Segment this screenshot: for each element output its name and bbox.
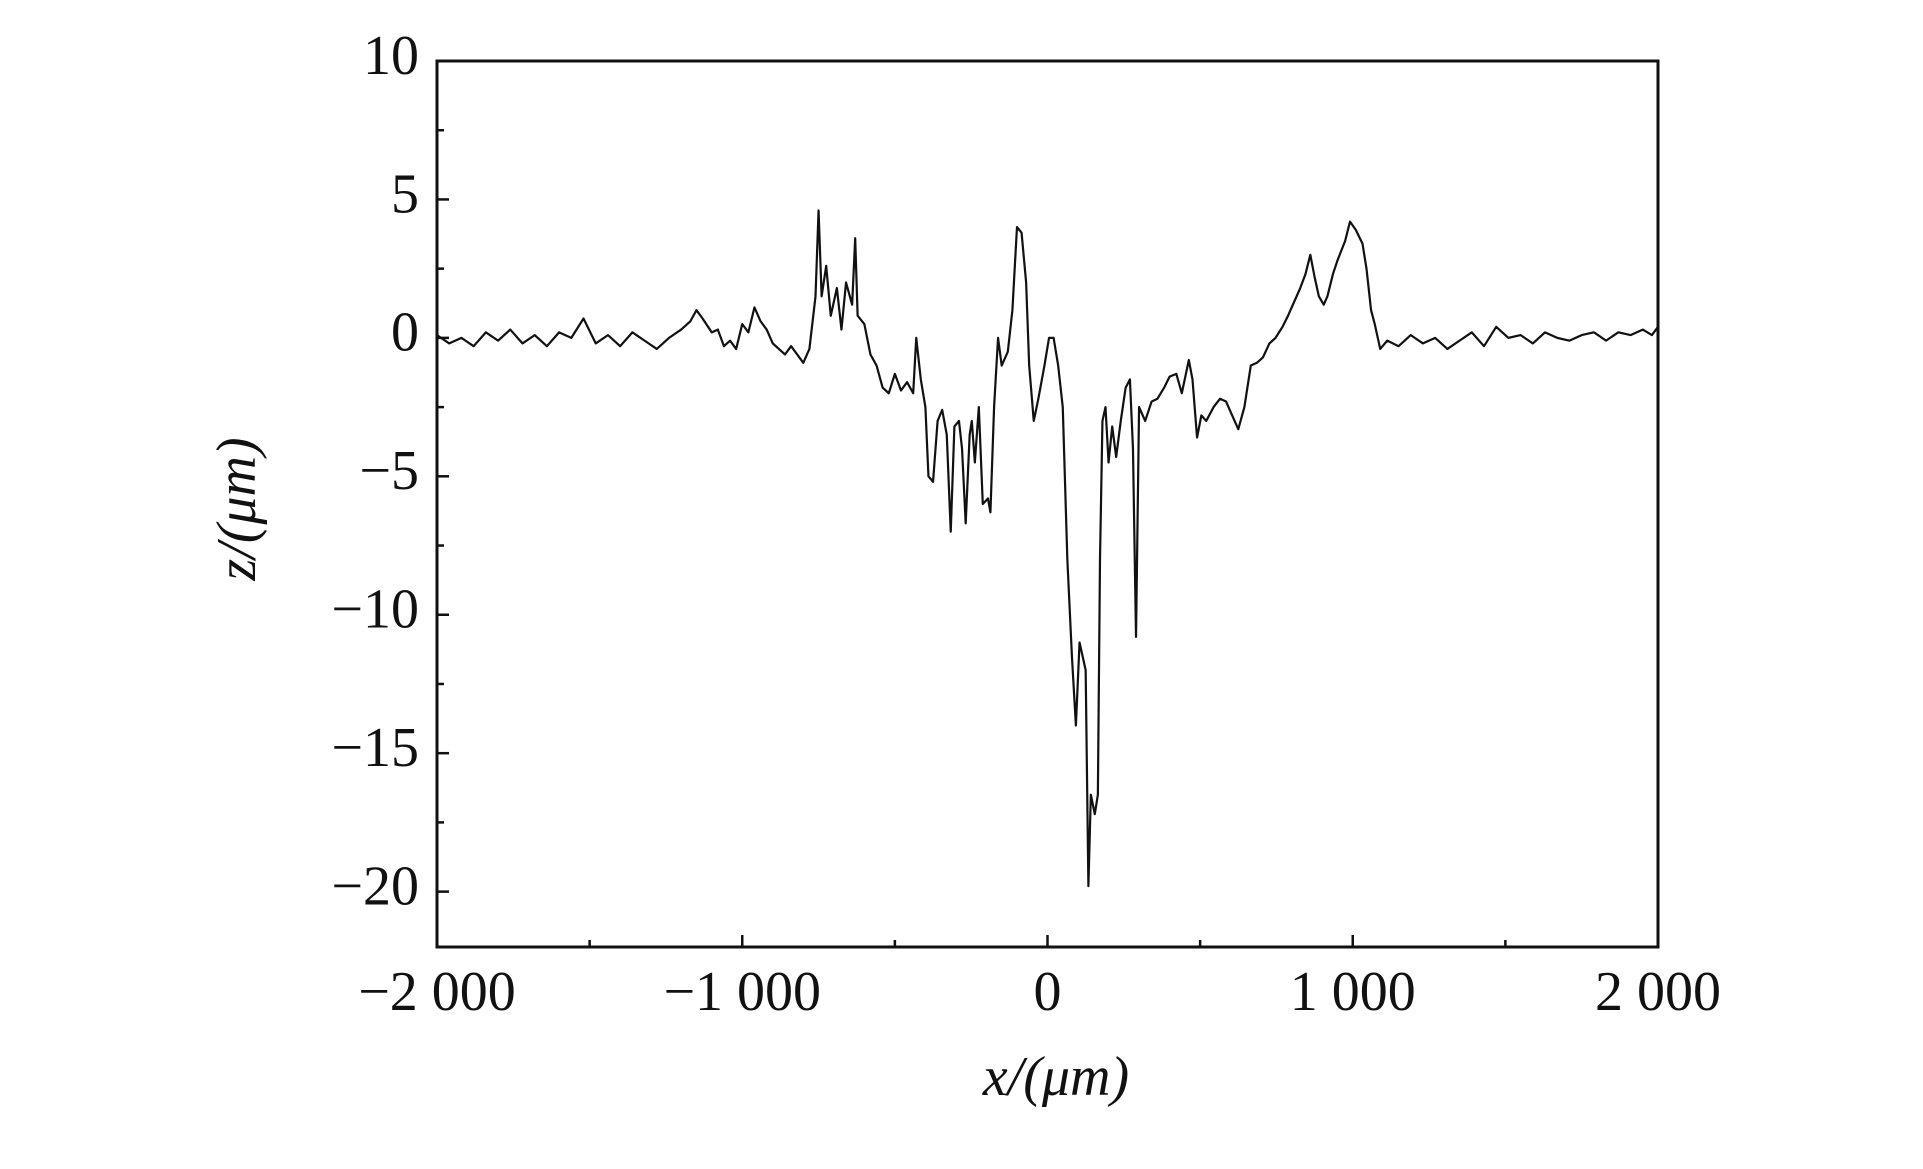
- plot-frame: [435, 59, 1660, 949]
- x-tick-label: 0: [1034, 961, 1062, 1023]
- y-tick-label: −15: [331, 717, 419, 779]
- y-tick-label: −5: [359, 440, 419, 502]
- x-tick-label: 1 000: [1290, 961, 1416, 1023]
- y-tick-label: 5: [391, 163, 419, 225]
- x-tick-label: −2 000: [358, 961, 516, 1023]
- x-tick-label: −1 000: [663, 961, 821, 1023]
- y-tick-label: 10: [363, 25, 419, 87]
- y-axis-label: z/(μm): [206, 437, 268, 581]
- y-tick-label: 0: [391, 302, 419, 364]
- x-tick-label: 2 000: [1595, 961, 1721, 1023]
- x-axis-label: x/(μm): [982, 1046, 1129, 1108]
- y-tick-label: −20: [331, 855, 419, 917]
- y-tick-label: −10: [331, 579, 419, 641]
- profile-line: [436, 209, 1659, 888]
